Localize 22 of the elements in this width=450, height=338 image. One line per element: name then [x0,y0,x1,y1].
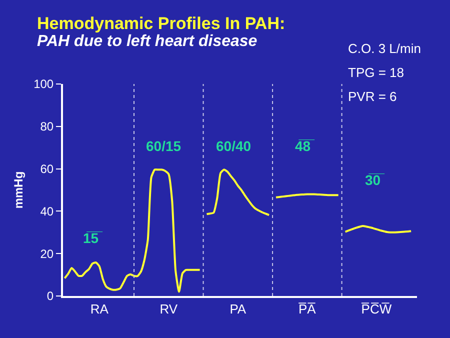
annotation: 60/40 [216,138,252,154]
y-tick-label: 20 [40,246,54,261]
y-tick-label: 60 [40,162,54,176]
chart-subtitle: PAH due to left heart disease [37,33,258,50]
y-tick-label: 0 [46,289,54,304]
x-tick-label: RV [160,302,178,317]
annotation: 1̅5̅ [83,230,103,246]
x-tick-label: P̅A̅ [298,302,316,317]
x-tick-label: PA [230,302,246,317]
annotation: 4̅8̅ [295,138,315,154]
y-tick-label: 100 [34,77,54,92]
text: TPG = 18 [348,65,404,80]
x-tick-label: RA [90,302,109,317]
y-tick-label: 40 [40,204,54,218]
y-axis-title: mmHg [11,171,26,209]
y-tick-label: 80 [40,120,54,134]
chart-title: Hemodynamic Profiles In PAH: [37,14,286,33]
text: C.O. 3 L/min [348,41,421,56]
annotation: 3̅0̅ [365,172,385,188]
x-tick-label: P̅C̅W̅ [361,302,392,317]
annotation: 60/15 [146,138,182,154]
annotation: PVR = 6 [348,89,397,104]
